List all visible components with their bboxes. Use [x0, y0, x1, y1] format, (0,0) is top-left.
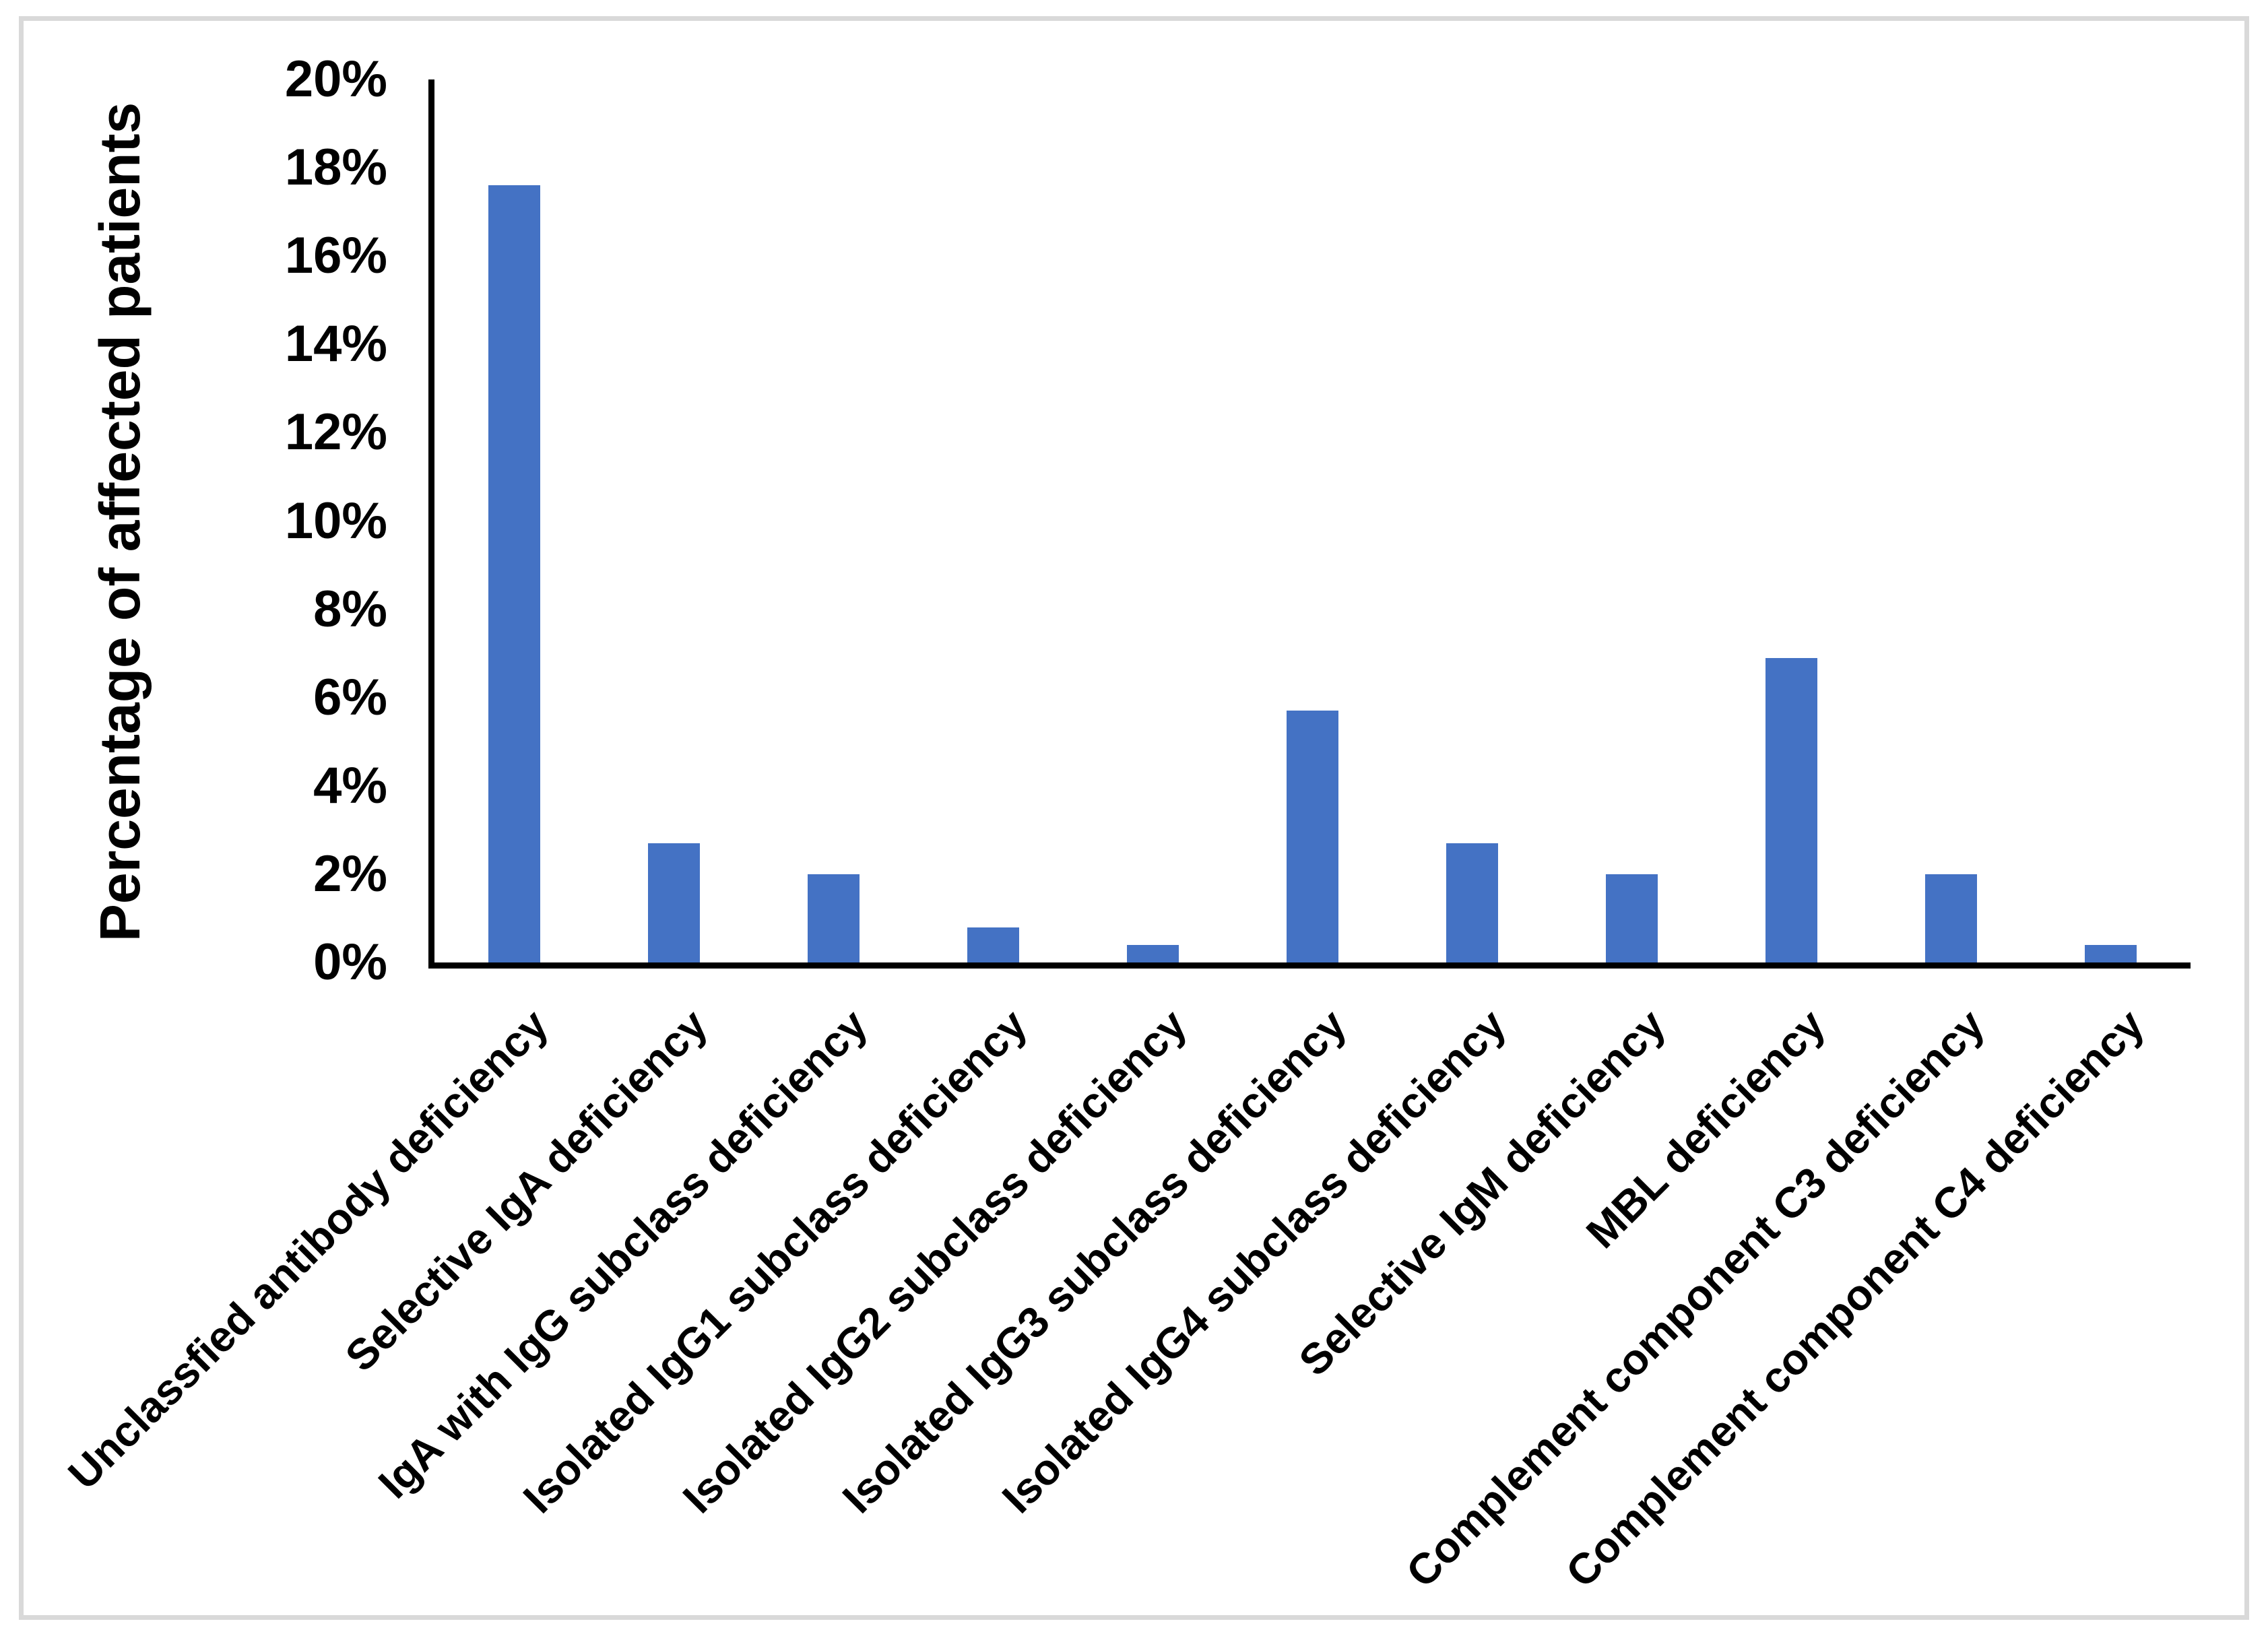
y-tick-label: 6% [313, 668, 387, 726]
bar [2084, 944, 2137, 962]
bar [1126, 944, 1179, 962]
x-category-label: Complement component C4 deficiency [1557, 1000, 2153, 1597]
y-tick-label: 2% [313, 845, 387, 903]
y-tick-label: 18% [284, 139, 387, 197]
bar [647, 843, 700, 962]
y-tick-label: 20% [284, 51, 387, 108]
y-tick-label: 16% [284, 227, 387, 285]
y-tick-label: 4% [313, 756, 387, 814]
y-tick-label: 10% [284, 492, 387, 550]
bar [1924, 874, 1977, 962]
x-category-label: Complement component C3 deficiency [1397, 1000, 1994, 1597]
y-tick-label: 14% [284, 315, 387, 373]
bar [1605, 874, 1658, 962]
bar [488, 185, 540, 962]
y-axis-title: Percentage of affected patients [88, 102, 152, 942]
x-axis-line [428, 962, 2191, 969]
bar [807, 874, 860, 962]
y-axis-line [428, 79, 434, 969]
y-tick-label: 8% [313, 580, 387, 638]
bar [1286, 711, 1338, 962]
y-tick-label: 12% [284, 403, 387, 461]
bar [967, 927, 1019, 962]
bar [1446, 843, 1498, 962]
bar [1765, 657, 1817, 962]
y-tick-label: 0% [313, 934, 387, 991]
